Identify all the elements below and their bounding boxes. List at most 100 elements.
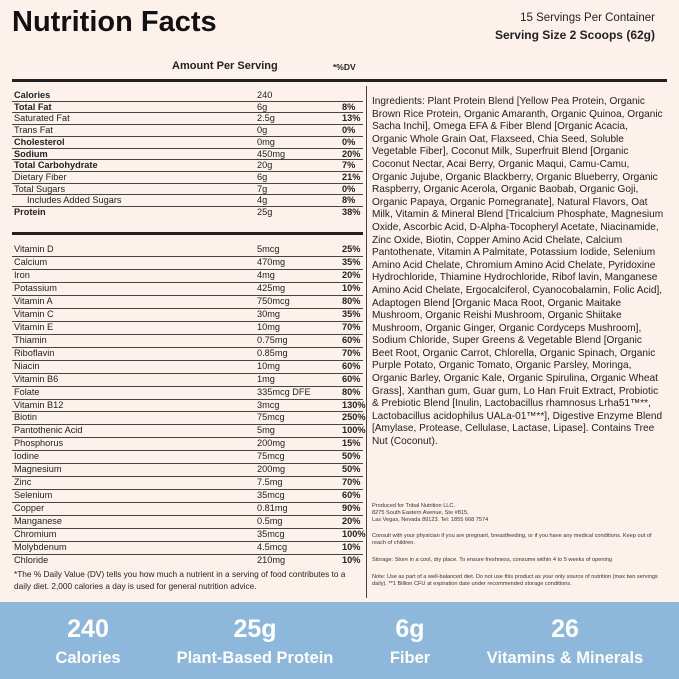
nutrient-amount: 25g — [257, 207, 273, 217]
nutrient-amount: 200mg — [257, 438, 286, 449]
nutrient-name: Vitamin C — [14, 308, 54, 319]
nutrient-amount: 0.75mg — [257, 334, 288, 345]
amount-label: Amount Per Serving — [172, 60, 278, 72]
nutrient-dv: 10% — [342, 282, 361, 293]
nutrient-amount: 470mg — [257, 256, 286, 267]
row-rule — [12, 489, 363, 491]
nutrient-dv: 35% — [342, 308, 361, 319]
nutrient-amount: 425mg — [257, 282, 286, 293]
row-rule — [12, 411, 363, 413]
row-rule — [12, 424, 363, 426]
nutrient-dv: 0% — [342, 125, 356, 136]
title: Nutrition Facts — [12, 6, 217, 38]
nutrient-name: Magnesium — [14, 464, 62, 475]
servings: 15 Servings Per Container — [520, 12, 655, 24]
nutrient-dv: 7% — [342, 160, 356, 171]
nutrient-amount: 240 — [257, 90, 273, 100]
nutrient-amount: 335mcg DFE — [257, 386, 311, 397]
nutrient-dv: 60% — [342, 373, 361, 384]
row-rule — [12, 463, 363, 465]
nutrient-name: Thiamin — [14, 334, 47, 345]
row-rule — [12, 268, 363, 270]
row-rule — [12, 294, 363, 296]
address-line: Produced for Tribal Nutrition LLC. — [372, 503, 456, 509]
nutrient-name: Phosphorus — [14, 438, 64, 449]
banner: 240 Calories 25g Plant-Based Protein 6g Fiber… — [0, 602, 679, 679]
nutrient-amount: 0.5mg — [257, 516, 283, 527]
storage: Storage: Store in a cool, dry place. To … — [372, 557, 612, 563]
row-rule — [12, 528, 363, 530]
nutrient-dv: 70% — [342, 321, 361, 332]
nutrient-name: Biotin — [14, 412, 37, 423]
nutrient-dv: 35% — [342, 256, 361, 267]
nutrient-amount: 20g — [257, 160, 273, 171]
address-line: 8275 South Eastern Avenue, Ste #815, — [372, 510, 469, 517]
nutrient-amount: 6g — [257, 171, 268, 182]
nutrient-amount: 35mcg — [257, 529, 285, 540]
note: Note: Use as part of a well-balanced die… — [372, 574, 658, 588]
nutrient-name: Vitamin A — [14, 295, 53, 306]
stat-value: 26 — [551, 615, 579, 643]
nutrient-amount: 75mcg — [257, 412, 285, 423]
nutrient-name: Chromium — [14, 529, 57, 540]
nutrient-amount: 210mg — [257, 555, 286, 566]
row-rule — [12, 333, 363, 335]
nutrient-dv: 8% — [342, 101, 356, 112]
nutrient-dv: 0% — [342, 136, 356, 147]
row-rule — [12, 194, 363, 196]
nutrient-name: Pantothenic Acid — [14, 425, 83, 436]
nutrient-name: Manganese — [14, 516, 63, 527]
nutrient-name: Molybdenum — [14, 542, 67, 553]
row-rule — [12, 372, 363, 374]
nutrient-amount: 4.5mcg — [257, 542, 288, 553]
stat-value: 6g — [395, 615, 425, 643]
nutrient-dv: 20% — [342, 148, 361, 159]
stat-value: 25g — [233, 615, 277, 643]
footnote: *The % Daily Value (DV) tells you how mu… — [14, 569, 346, 591]
nutrient-name: Saturated Fat — [14, 113, 70, 124]
nutrient-dv: 10% — [342, 542, 361, 553]
dv-label: *%DV — [333, 62, 356, 72]
nutrient-amount: 0mg — [257, 136, 275, 147]
row-rule — [12, 100, 363, 102]
address: Produced for Tribal Nutrition LLC. 8275 … — [372, 503, 664, 525]
row-rule — [12, 554, 363, 556]
nutrient-dv: 38% — [342, 207, 361, 217]
nutrient-name: Total Sugars — [14, 183, 66, 194]
nutrient-amount: 7g — [257, 183, 268, 194]
nutrient-amount: 4mg — [257, 269, 275, 280]
row-rule — [12, 159, 363, 161]
nutrient-amount: 5mg — [257, 425, 275, 436]
row-rule — [12, 346, 363, 348]
section-rule — [12, 232, 363, 235]
nutrient-name: Total Fat — [14, 101, 52, 112]
nutrient-name: Total Carbohydrate — [14, 160, 98, 171]
nutrient-name: Cholesterol — [14, 136, 65, 147]
nutrient-dv: 50% — [342, 451, 361, 462]
nutrient-dv: 60% — [342, 360, 361, 371]
nutrient-name: Calcium — [14, 256, 48, 267]
row-rule — [12, 124, 363, 126]
nutrient-dv: 60% — [342, 334, 361, 345]
row-rule — [12, 476, 363, 478]
nutrient-amount: 200mg — [257, 464, 286, 475]
stat-label: Calories — [55, 649, 121, 667]
row-rule — [12, 170, 363, 172]
nutrient-name: Chloride — [14, 555, 49, 566]
row-rule — [12, 281, 363, 283]
nutrient-amount: 2.5g — [257, 113, 275, 124]
row-rule — [12, 112, 363, 114]
nutrient-amount: 10mg — [257, 321, 280, 332]
row-rule — [12, 147, 363, 149]
nutrient-dv: 20% — [342, 269, 361, 280]
nutrient-name: Calories — [14, 90, 51, 100]
nutrient-name: Vitamin E — [14, 321, 54, 332]
nutrient-name: Trans Fat — [14, 125, 53, 136]
serving-size: Serving Size 2 Scoops (62g) — [494, 28, 655, 42]
stat-label: Fiber — [389, 649, 431, 667]
ingredients: Ingredients: Plant Protein Blend [Yellow… — [372, 96, 664, 448]
nutrient-amount: 30mg — [257, 308, 280, 319]
nutrient-amount: 10mg — [257, 360, 280, 371]
row-rule — [12, 502, 363, 504]
